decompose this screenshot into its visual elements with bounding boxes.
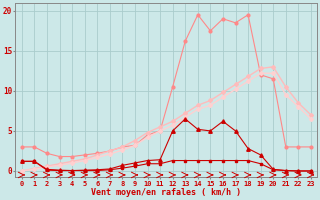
X-axis label: Vent moyen/en rafales ( km/h ): Vent moyen/en rafales ( km/h ) [92, 188, 241, 197]
